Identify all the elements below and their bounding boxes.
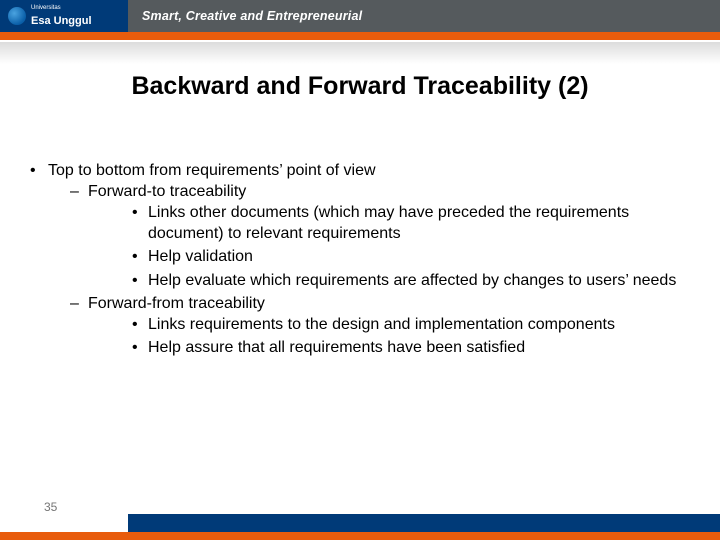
slide-title: Backward and Forward Traceability (2) <box>0 72 720 101</box>
slide-body: Top to bottom from requirements’ point o… <box>30 160 690 360</box>
bullet-l3: Help evaluate which requirements are aff… <box>88 270 690 291</box>
brand-top: Universitas <box>31 5 92 11</box>
globe-icon <box>8 7 26 25</box>
bullet-l1-text: Top to bottom from requirements’ point o… <box>48 162 376 179</box>
footer-orange-bar <box>0 532 720 540</box>
bullet-l2: Forward-to traceability Links other docu… <box>48 181 690 291</box>
bullet-l2a-b2: Help validation <box>148 248 253 265</box>
bullet-l2: Forward-from traceability Links requirem… <box>48 293 690 358</box>
bullet-l1: Top to bottom from requirements’ point o… <box>30 160 690 358</box>
brand-name: Esa Unggul <box>31 15 92 27</box>
bullet-l2a-b1: Links other documents (which may have pr… <box>148 204 629 242</box>
brand-text: Universitas Esa Unggul <box>31 4 92 29</box>
bullet-l2a-b3: Help evaluate which requirements are aff… <box>148 272 676 289</box>
slide: Universitas Esa Unggul Smart, Creative a… <box>0 0 720 540</box>
bullet-l2b-b2: Help assure that all requirements have b… <box>148 339 525 356</box>
header-tagline-block: Smart, Creative and Entrepreneurial <box>128 0 720 32</box>
footer: 35 <box>0 502 720 540</box>
bullet-l3: Help assure that all requirements have b… <box>88 337 690 358</box>
bullet-l2b-text: Forward-from traceability <box>88 295 265 312</box>
tagline: Smart, Creative and Entrepreneurial <box>142 9 362 23</box>
bullet-l3: Links other documents (which may have pr… <box>88 202 690 244</box>
header-brand-block: Universitas Esa Unggul <box>0 0 128 32</box>
page-number: 35 <box>44 500 57 514</box>
bullet-l3: Links requirements to the design and imp… <box>88 314 690 335</box>
footer-blue-bar <box>128 514 720 532</box>
bullet-l3: Help validation <box>88 246 690 267</box>
header-shadow <box>0 42 720 64</box>
rule-orange-top <box>0 32 720 40</box>
bullet-l2b-b1: Links requirements to the design and imp… <box>148 316 615 333</box>
bullet-l2a-text: Forward-to traceability <box>88 183 246 200</box>
